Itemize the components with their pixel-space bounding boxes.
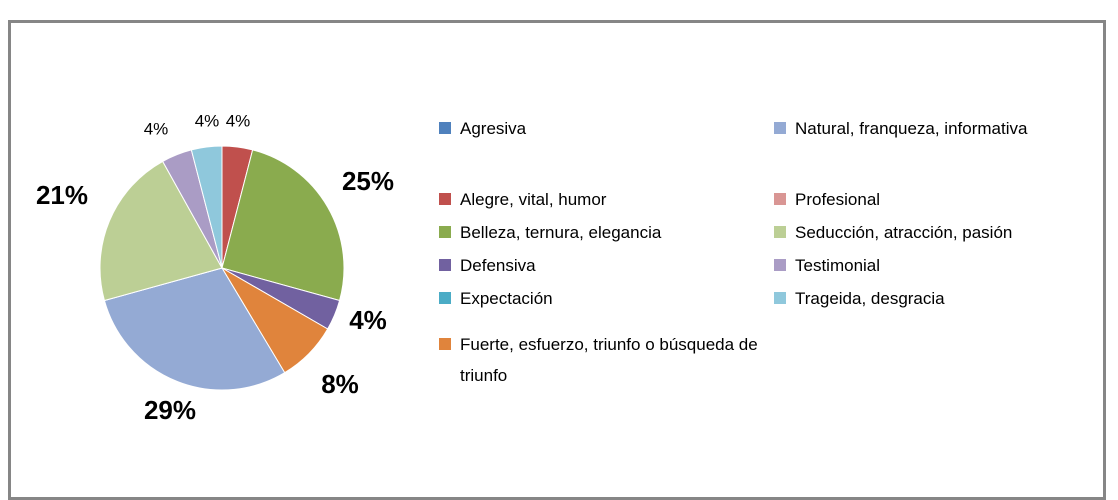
legend-swatch — [774, 292, 786, 304]
legend-swatch — [439, 122, 451, 134]
legend-entry: Trageida, desgracia — [774, 283, 1113, 314]
legend-entry: Profesional — [774, 184, 1113, 215]
pie-slice — [99, 160, 223, 302]
legend-entry: Seducción, atracción, pasión — [774, 217, 1113, 248]
data-label: 4% — [195, 111, 220, 130]
legend-entry: Testimonial — [774, 250, 1113, 281]
legend-label: Alegre, vital, humor — [460, 190, 607, 209]
legend-label: Expectación — [460, 289, 553, 308]
pie-slice — [221, 149, 345, 302]
legend-swatch — [439, 292, 451, 304]
data-label: 4% — [144, 119, 169, 138]
data-label: 25% — [342, 166, 394, 196]
data-label: 29% — [144, 395, 196, 425]
legend-entry: Expectación — [439, 283, 760, 314]
data-label: 21% — [36, 180, 88, 210]
legend-swatch — [439, 226, 451, 238]
legend-label: Trageida, desgracia — [795, 289, 945, 308]
data-label: 4% — [349, 305, 387, 335]
pie-slice — [103, 267, 286, 391]
legend-entry: Alegre, vital, humor — [439, 184, 760, 215]
legend-label: Fuerte, esfuerzo, triunfo o búsqueda de … — [460, 335, 758, 385]
legend-swatch — [774, 122, 786, 134]
legend-entry: Natural, franqueza, informativa — [774, 113, 1113, 144]
data-label: 4% — [226, 111, 251, 130]
legend-label: Seducción, atracción, pasión — [795, 223, 1013, 242]
legend-label: Agresiva — [460, 119, 527, 138]
legend-swatch — [774, 193, 786, 205]
legend-swatch — [439, 338, 451, 350]
chart: 4% 25% 4% 8% 29% 21% 4% 4% — [36, 111, 394, 425]
legend-label: Testimonial — [795, 256, 881, 275]
legend-entry: Belleza, ternura, elegancia — [439, 217, 760, 248]
data-label: 8% — [321, 369, 359, 399]
legend-entry: Defensiva — [439, 250, 760, 281]
legend-swatch — [774, 226, 786, 238]
legend-label: Defensiva — [460, 256, 536, 275]
legend-label: Natural, franqueza, informativa — [795, 119, 1028, 138]
legend-entry: Fuerte, esfuerzo, triunfo o búsqueda de … — [439, 329, 760, 391]
legend-label: Belleza, ternura, elegancia — [460, 223, 662, 242]
legend-swatch — [774, 259, 786, 271]
pie-slice — [190, 145, 223, 269]
legend-swatch — [439, 193, 451, 205]
legend-swatch — [439, 259, 451, 271]
legend-label: Profesional — [795, 190, 881, 209]
legend-entry: Agresiva — [439, 113, 760, 144]
